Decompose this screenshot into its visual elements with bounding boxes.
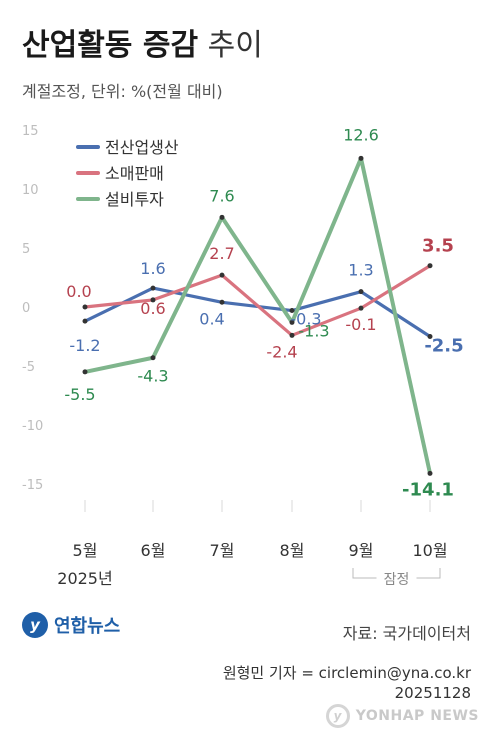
yonhap-logo-icon: y — [22, 612, 48, 638]
data-point — [427, 263, 433, 269]
data-point — [219, 272, 225, 278]
data-label: 0.4 — [199, 309, 224, 328]
data-point — [427, 334, 433, 339]
title-main: 산업활동 증감 — [22, 28, 199, 63]
data-point — [358, 155, 364, 161]
data-point — [82, 369, 88, 375]
provisional-bracket-left — [352, 568, 377, 579]
chart-title: 산업활동 증감 추이 — [22, 20, 263, 64]
data-point — [358, 289, 364, 295]
data-point — [150, 355, 156, 361]
publish-date: 20251128 — [394, 684, 471, 702]
series-line — [83, 286, 432, 339]
series-line — [83, 156, 432, 476]
data-label: -14.1 — [402, 479, 454, 500]
data-label: 2.7 — [209, 244, 234, 263]
y-tick-label: -5 — [22, 360, 35, 375]
y-tick-label: 10 — [22, 183, 39, 198]
legend-label: 전산업생산 — [105, 138, 179, 157]
x-tick-label: 7월 — [210, 541, 235, 560]
legend-label: 설비투자 — [105, 190, 164, 209]
watermark: y YONHAP NEWS — [325, 704, 479, 728]
reporter-credit: 원형민 기자 = circlemin@yna.co.kr — [222, 664, 471, 682]
data-label: 0.0 — [66, 282, 91, 301]
x-tick-label: 5월 — [73, 541, 98, 560]
line-chart: 15 10 5 0 -5 -10 -15 5월 6월 7월 8월 9월 10월 2025년 잠정 -1.2 1.… — [22, 124, 464, 588]
x-tick-label: 10월 — [412, 541, 447, 560]
y-tick-label: 15 — [22, 124, 39, 139]
logo-text: 연합뉴스 — [54, 616, 121, 637]
y-tick-label: 0 — [22, 301, 30, 316]
data-label: -4.3 — [137, 367, 168, 386]
provisional-bracket-right — [416, 568, 441, 579]
year-label: 2025년 — [57, 569, 112, 588]
data-label: -2.4 — [266, 342, 297, 361]
data-label: -5.5 — [64, 385, 95, 404]
watermark-icon: y — [325, 704, 350, 728]
data-label: -1.2 — [69, 336, 100, 355]
x-tick-label: 8월 — [280, 541, 305, 560]
data-point — [358, 305, 364, 311]
data-label: 12.6 — [343, 125, 379, 144]
data-point — [289, 319, 295, 325]
x-tick-label: 6월 — [141, 541, 166, 560]
data-label: -0.1 — [345, 315, 376, 334]
data-label: 1.3 — [348, 261, 373, 280]
data-label: -0.3 — [290, 310, 321, 329]
yonhap-logo: y 연합뉴스 — [22, 612, 120, 638]
data-label: -1.3 — [298, 321, 329, 340]
data-point — [82, 318, 88, 324]
data-point — [289, 332, 295, 338]
data-point — [150, 297, 156, 303]
data-label: -2.5 — [424, 336, 463, 357]
x-tick-label: 9월 — [349, 541, 374, 560]
y-tick-label: 5 — [22, 242, 30, 257]
data-point — [289, 308, 295, 314]
data-point — [427, 470, 433, 476]
y-tick-label: -15 — [22, 478, 43, 493]
source-text: 자료: 국가데이터처 — [342, 624, 471, 643]
series-line — [83, 264, 432, 337]
data-point — [82, 304, 88, 310]
y-tick-label: -10 — [22, 419, 43, 434]
data-point — [219, 299, 225, 305]
data-label: 1.6 — [140, 259, 165, 278]
title-rest: 추이 — [207, 28, 263, 63]
data-label: 7.6 — [209, 186, 234, 205]
watermark-text: YONHAP NEWS — [355, 708, 479, 724]
data-point — [219, 214, 225, 220]
data-label: 0.6 — [140, 299, 165, 318]
provisional-annotation: 잠정 — [384, 572, 410, 588]
legend-label: 소매판매 — [105, 164, 164, 183]
data-label: 3.5 — [422, 236, 454, 257]
chart-subtitle: 계절조정, 단위: %(전월 대비) — [22, 82, 223, 101]
data-point — [150, 285, 156, 291]
